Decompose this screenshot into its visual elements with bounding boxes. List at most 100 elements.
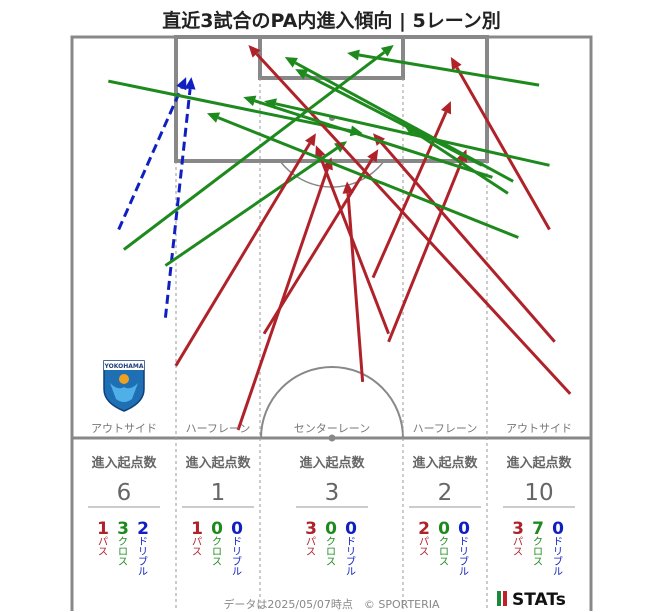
- lane-label-half-left: ハーフレーン: [186, 422, 251, 435]
- lane-label-center: センターレーン: [294, 422, 370, 435]
- entry-line: [379, 141, 556, 343]
- entry-line: [217, 116, 519, 239]
- lane-label-out-right: アウトサイド: [506, 422, 572, 435]
- arrow-head: [184, 77, 196, 90]
- lane-total: 3: [325, 480, 340, 506]
- lane-labels: アウトサイド ハーフレーン センターレーン ハーフレーン アウトサイド: [91, 422, 572, 435]
- count-pass: 1: [191, 519, 203, 539]
- lane-label-out-left: アウトサイド: [91, 422, 157, 435]
- entry-arrow-dribble: [117, 77, 187, 231]
- entry-arrow-cross: [404, 125, 509, 195]
- arrow-head: [176, 77, 187, 91]
- entry-arrow-dribble: [163, 77, 196, 318]
- entry-line: [305, 73, 483, 167]
- lane-header: 進入起点数: [299, 455, 365, 471]
- type-label-cross: クロス: [439, 536, 449, 568]
- type-label-pass: パス: [98, 536, 108, 558]
- lane-total: 1: [211, 480, 226, 506]
- count-pass: 2: [418, 519, 430, 539]
- entry-arrow-pass: [387, 149, 468, 343]
- type-label-dribble: ドリブル: [138, 537, 148, 578]
- type-label-pass: パス: [306, 536, 316, 558]
- arrow-head: [450, 57, 462, 71]
- brand-text: STATs: [512, 590, 566, 610]
- entry-line: [346, 193, 365, 382]
- arrow-head: [315, 145, 326, 159]
- entry-arrow-cross: [243, 95, 493, 179]
- pitch-field: [70, 35, 593, 611]
- type-label-pass: パス: [192, 536, 202, 558]
- count-pass: 3: [305, 519, 317, 539]
- center-spot: [328, 434, 336, 442]
- entry-arrow-pass: [342, 181, 365, 382]
- lane-header: 進入起点数: [91, 455, 157, 471]
- lane-total: 10: [524, 480, 553, 506]
- count-dribble: 0: [345, 519, 357, 539]
- arrow-head: [404, 125, 418, 137]
- entry-line: [163, 88, 192, 318]
- arrow-head: [380, 45, 394, 57]
- entry-line: [236, 168, 330, 431]
- arrow-head: [206, 112, 221, 123]
- type-label-cross: クロス: [326, 536, 336, 568]
- entry-line: [318, 155, 390, 335]
- entry-line: [455, 66, 551, 231]
- entry-line: [358, 53, 540, 87]
- entry-arrow-cross: [206, 112, 519, 239]
- lane-label-half-right: ハーフレーン: [413, 422, 478, 435]
- entry-arrow-cross: [122, 45, 394, 251]
- lane-header: 進入起点数: [185, 455, 251, 471]
- lane-header: 進入起点数: [506, 455, 572, 471]
- type-label-dribble: ドリブル: [459, 537, 469, 578]
- count-dribble: 0: [458, 519, 470, 539]
- count-dribble: 0: [552, 519, 564, 539]
- type-label-pass: パス: [419, 536, 429, 558]
- entry-arrow-pass: [262, 149, 379, 335]
- arrow-head: [243, 95, 257, 107]
- entry-line: [255, 52, 572, 395]
- lane-stats: 進入起点数61パス3クロス2ドリブル進入起点数11パス0クロス0ドリブル進入起点…: [88, 455, 575, 578]
- club-logo: YOKOHAMA: [103, 360, 145, 412]
- entry-arrow-cross: [284, 57, 514, 183]
- entry-line: [122, 51, 386, 251]
- type-label-pass: パス: [513, 536, 523, 558]
- entry-line: [387, 159, 464, 343]
- entry-arrow-pass: [174, 133, 316, 367]
- count-cross: 0: [438, 519, 450, 539]
- lane-header: 進入起点数: [412, 455, 478, 471]
- count-dribble: 2: [137, 519, 149, 539]
- entry-arrow-pass: [248, 45, 572, 395]
- brand-logo: STATs: [497, 590, 566, 610]
- arrow-head: [284, 57, 298, 68]
- count-dribble: 0: [231, 519, 243, 539]
- type-label-dribble: ドリブル: [346, 537, 356, 578]
- count-cross: 0: [325, 519, 337, 539]
- entry-line: [164, 146, 339, 267]
- entry-line: [262, 158, 374, 335]
- type-label-dribble: ドリブル: [553, 537, 563, 578]
- arrow-head: [347, 49, 360, 61]
- chart-title: 直近3試合のPA内進入傾向 | 5レーン別: [162, 10, 501, 32]
- entry-line: [294, 61, 514, 183]
- arrow-head: [248, 45, 261, 58]
- type-label-cross: クロス: [118, 536, 128, 568]
- count-cross: 0: [211, 519, 223, 539]
- count-pass: 1: [97, 519, 109, 539]
- entry-line: [254, 99, 493, 179]
- arrow-head: [367, 149, 379, 163]
- arrow-head: [342, 181, 354, 194]
- entry-arrow-pass: [315, 145, 390, 335]
- type-label-cross: クロス: [533, 536, 543, 568]
- entry-arrow-cross: [295, 69, 483, 167]
- entry-arrows: [108, 45, 572, 431]
- count-cross: 7: [532, 519, 544, 539]
- arrow-head: [295, 69, 309, 80]
- footer-note: データは2025/05/07時点 © SPORTERIA: [223, 598, 440, 611]
- arrow-head: [440, 101, 452, 115]
